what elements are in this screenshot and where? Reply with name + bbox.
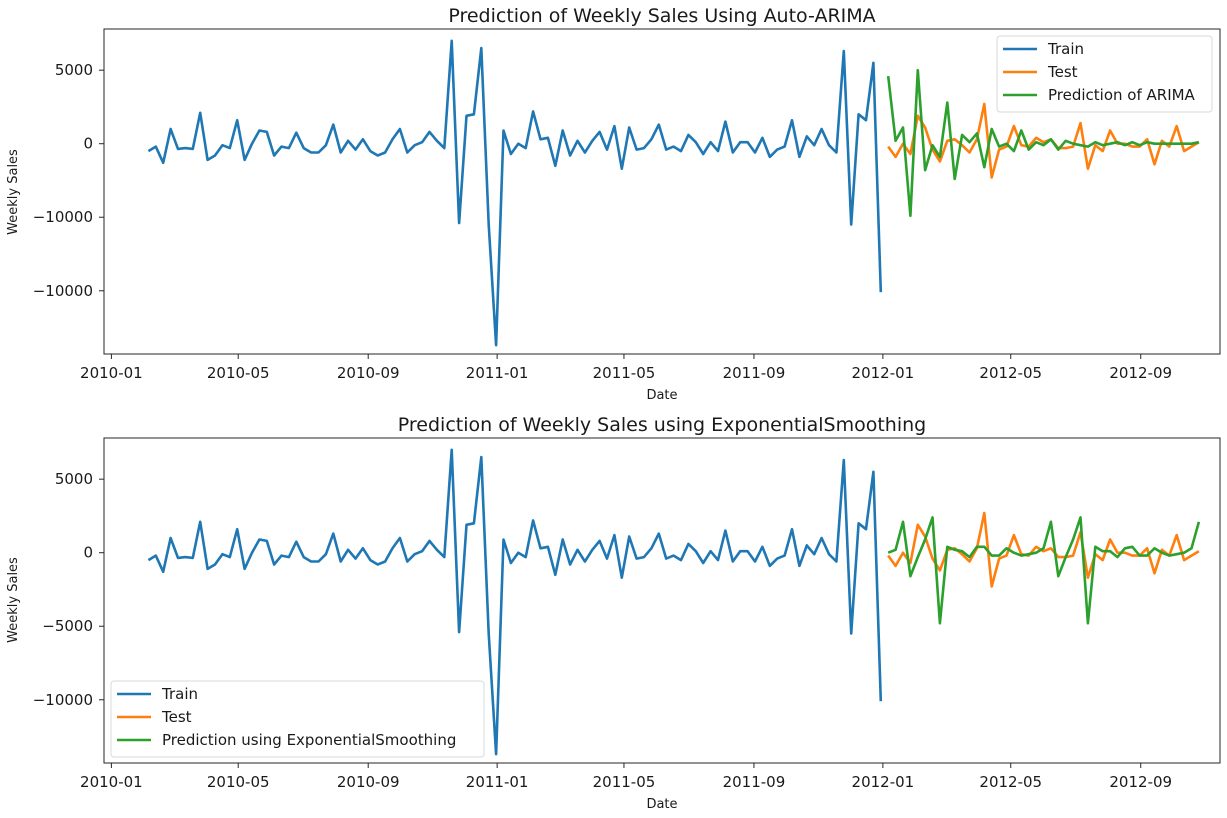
y-tick-label: 5000 [55, 61, 93, 79]
x-tick-label: 2011-01 [466, 364, 529, 382]
y-axis-label: Weekly Sales [6, 149, 21, 235]
legend-label: Test [161, 708, 192, 726]
chart-title: Prediction of Weekly Sales Using Auto-AR… [448, 5, 875, 27]
x-tick-label: 2010-09 [337, 364, 400, 382]
series-line-train [147, 448, 883, 756]
legend-label: Test [1047, 63, 1078, 81]
y-axis-label: Weekly Sales [6, 557, 21, 643]
series-line-prediction-using-exponentialsmoothing [887, 516, 1201, 625]
series-lines [147, 448, 1201, 756]
x-tick-label: 2012-09 [1109, 773, 1172, 791]
series-line-test [887, 102, 1200, 179]
y-tick-label: −5000 [42, 617, 93, 635]
legend-box [110, 680, 485, 758]
series-line-test [887, 511, 1200, 588]
legend-label: Train [161, 685, 198, 703]
x-tick-label: 2011-09 [723, 364, 786, 382]
x-tick-label: 2011-09 [723, 773, 786, 791]
axis-ticks: 2010-01 2010-05 2010-09 2011-01 2011-05 2011-… [33, 470, 1172, 791]
x-tick-label: 2011-05 [593, 364, 656, 382]
series-lines [147, 39, 1200, 347]
x-tick-label: 2012-01 [852, 773, 915, 791]
exponential-smoothing-chart-panel: Prediction of Weekly Sales using Exponen… [6, 414, 1221, 812]
chart-title: Prediction of Weekly Sales using Exponen… [398, 414, 926, 436]
x-tick-label: 2010-01 [80, 773, 143, 791]
x-tick-label: 2011-05 [593, 773, 656, 791]
x-tick-label: 2012-05 [979, 773, 1042, 791]
legend-label: Prediction using ExponentialSmoothing [162, 731, 456, 749]
y-tick-label: −10000 [33, 208, 93, 226]
x-tick-label: 2010-09 [337, 773, 400, 791]
x-tick-label: 2011-01 [466, 773, 529, 791]
x-tick-label: 2010-05 [207, 364, 270, 382]
x-axis-label: Date [646, 388, 677, 403]
axis-ticks: 2010-01 2010-05 2010-09 2011-01 2011-05 2011-… [33, 61, 1172, 382]
x-tick-label: 2010-05 [207, 773, 270, 791]
legend: Train Test Prediction of ARIMA [996, 35, 1213, 113]
plot-frame [103, 28, 1221, 355]
legend-label: Train [1047, 40, 1084, 58]
arima-chart-panel: Prediction of Weekly Sales Using Auto-AR… [6, 5, 1221, 403]
y-tick-label: 0 [83, 544, 93, 562]
series-line-train [147, 39, 883, 347]
x-axis-label: Date [646, 797, 677, 812]
y-tick-label: −10000 [33, 282, 93, 300]
legend-label: Prediction of ARIMA [1048, 86, 1196, 104]
y-tick-label: 5000 [55, 470, 93, 488]
legend: Train Test Prediction using ExponentialSmo… [110, 680, 485, 758]
legend-box [996, 35, 1213, 113]
y-tick-label: −10000 [33, 691, 93, 709]
x-tick-label: 2010-01 [80, 364, 143, 382]
y-tick-label: 0 [83, 135, 93, 153]
x-tick-label: 2012-05 [979, 364, 1042, 382]
x-tick-label: 2012-09 [1109, 364, 1172, 382]
plot-frame [103, 437, 1221, 764]
series-line-prediction-of-arima [886, 68, 1200, 218]
x-tick-label: 2012-01 [852, 364, 915, 382]
